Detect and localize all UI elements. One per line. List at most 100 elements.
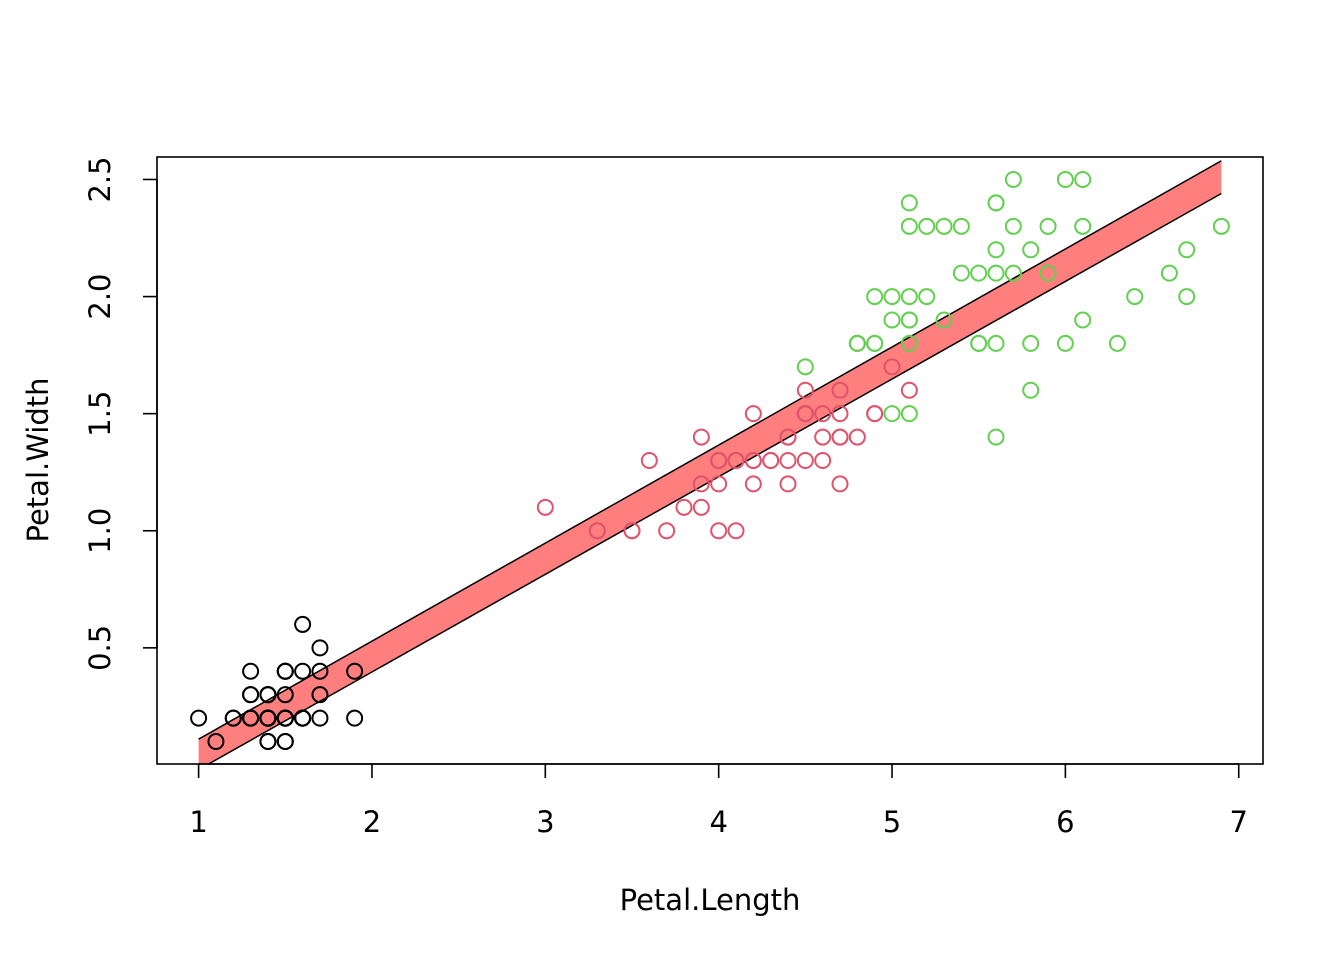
data-point [1056,334,1074,352]
data-point [1022,241,1040,259]
data-point [814,405,832,423]
data-point [1022,381,1040,399]
data-point [952,217,970,235]
data-point [259,686,277,704]
data-point [1004,217,1022,235]
data-point [1074,311,1092,329]
y-tick-label: 2.5 [83,156,117,202]
data-point [311,639,329,657]
x-tick-label: 5 [883,805,901,839]
y-tick-label: 2.0 [83,274,117,320]
data-point [259,733,277,751]
data-point [1039,264,1057,282]
data-point [1004,264,1022,282]
data-point [883,405,901,423]
data-point [276,662,294,680]
data-point [1056,170,1074,188]
x-axis: 1 2 3 4 5 6 7 [189,763,1248,839]
data-point [796,452,814,469]
x-tick-label: 3 [536,805,554,839]
data-point [346,662,364,680]
y-tick-label: 0.5 [83,625,117,671]
data-point [970,264,988,282]
data-point [970,334,988,352]
data-point [848,428,866,446]
data-point [242,686,260,704]
x-tick-label: 7 [1230,805,1248,839]
x-tick-label: 1 [189,805,207,839]
data-point [900,405,918,423]
data-point [779,452,797,469]
y-axis-label: Petal.Width [21,378,55,543]
data-point [900,194,918,212]
x-tick-label: 2 [363,805,381,839]
data-point [987,334,1005,352]
data-point [900,217,918,235]
data-point [658,522,676,540]
confidence-band [198,160,1222,764]
data-point [536,498,554,516]
data-point [259,709,277,727]
data-point [242,662,260,680]
data-point [831,381,849,399]
data-point [987,194,1005,212]
data-point [710,452,728,469]
data-point [1108,334,1126,352]
data-point [692,498,710,516]
data-point [276,709,294,727]
band-lower-line [207,192,1222,764]
data-point [814,428,832,446]
data-point [294,615,312,633]
data-point [848,334,866,352]
x-tick-label: 6 [1056,805,1074,839]
data-point [623,522,641,540]
data-point [796,358,814,376]
data-point [311,662,329,680]
points-layer [190,170,1230,751]
data-point [935,217,953,235]
data-point [588,522,606,540]
data-point [1212,217,1230,235]
data-point [1039,217,1057,235]
data-point [675,498,693,516]
data-point [727,452,745,469]
data-point [987,428,1005,446]
data-point [640,452,658,469]
data-point [276,686,294,704]
data-point [294,709,312,727]
data-point [1004,170,1022,188]
regression-band-layer [198,160,1222,764]
data-point [900,334,918,352]
data-point [796,381,814,399]
data-point [744,475,762,493]
data-point [952,264,970,282]
data-point [692,475,710,493]
data-point [831,475,849,493]
data-point [1074,217,1092,235]
y-tick-label: 1.0 [83,508,117,554]
data-point [762,452,780,469]
data-point [727,522,745,540]
data-point [692,428,710,446]
data-point [744,405,762,423]
data-point [276,733,294,751]
data-point [883,311,901,329]
x-axis-label: Petal.Length [620,883,801,917]
data-point [1178,288,1196,306]
data-point [710,475,728,493]
data-point [987,241,1005,259]
data-point [744,452,762,469]
data-point [918,288,936,306]
y-axis: 0.5 1.0 1.5 2.0 2.5 [83,156,158,671]
data-point [900,288,918,306]
data-point [883,288,901,306]
data-point [207,733,225,751]
data-point [796,405,814,423]
x-tick-label: 4 [709,805,727,839]
data-point [900,381,918,399]
data-point [831,428,849,446]
data-point [900,311,918,329]
data-point [346,709,364,727]
data-point [1074,170,1092,188]
